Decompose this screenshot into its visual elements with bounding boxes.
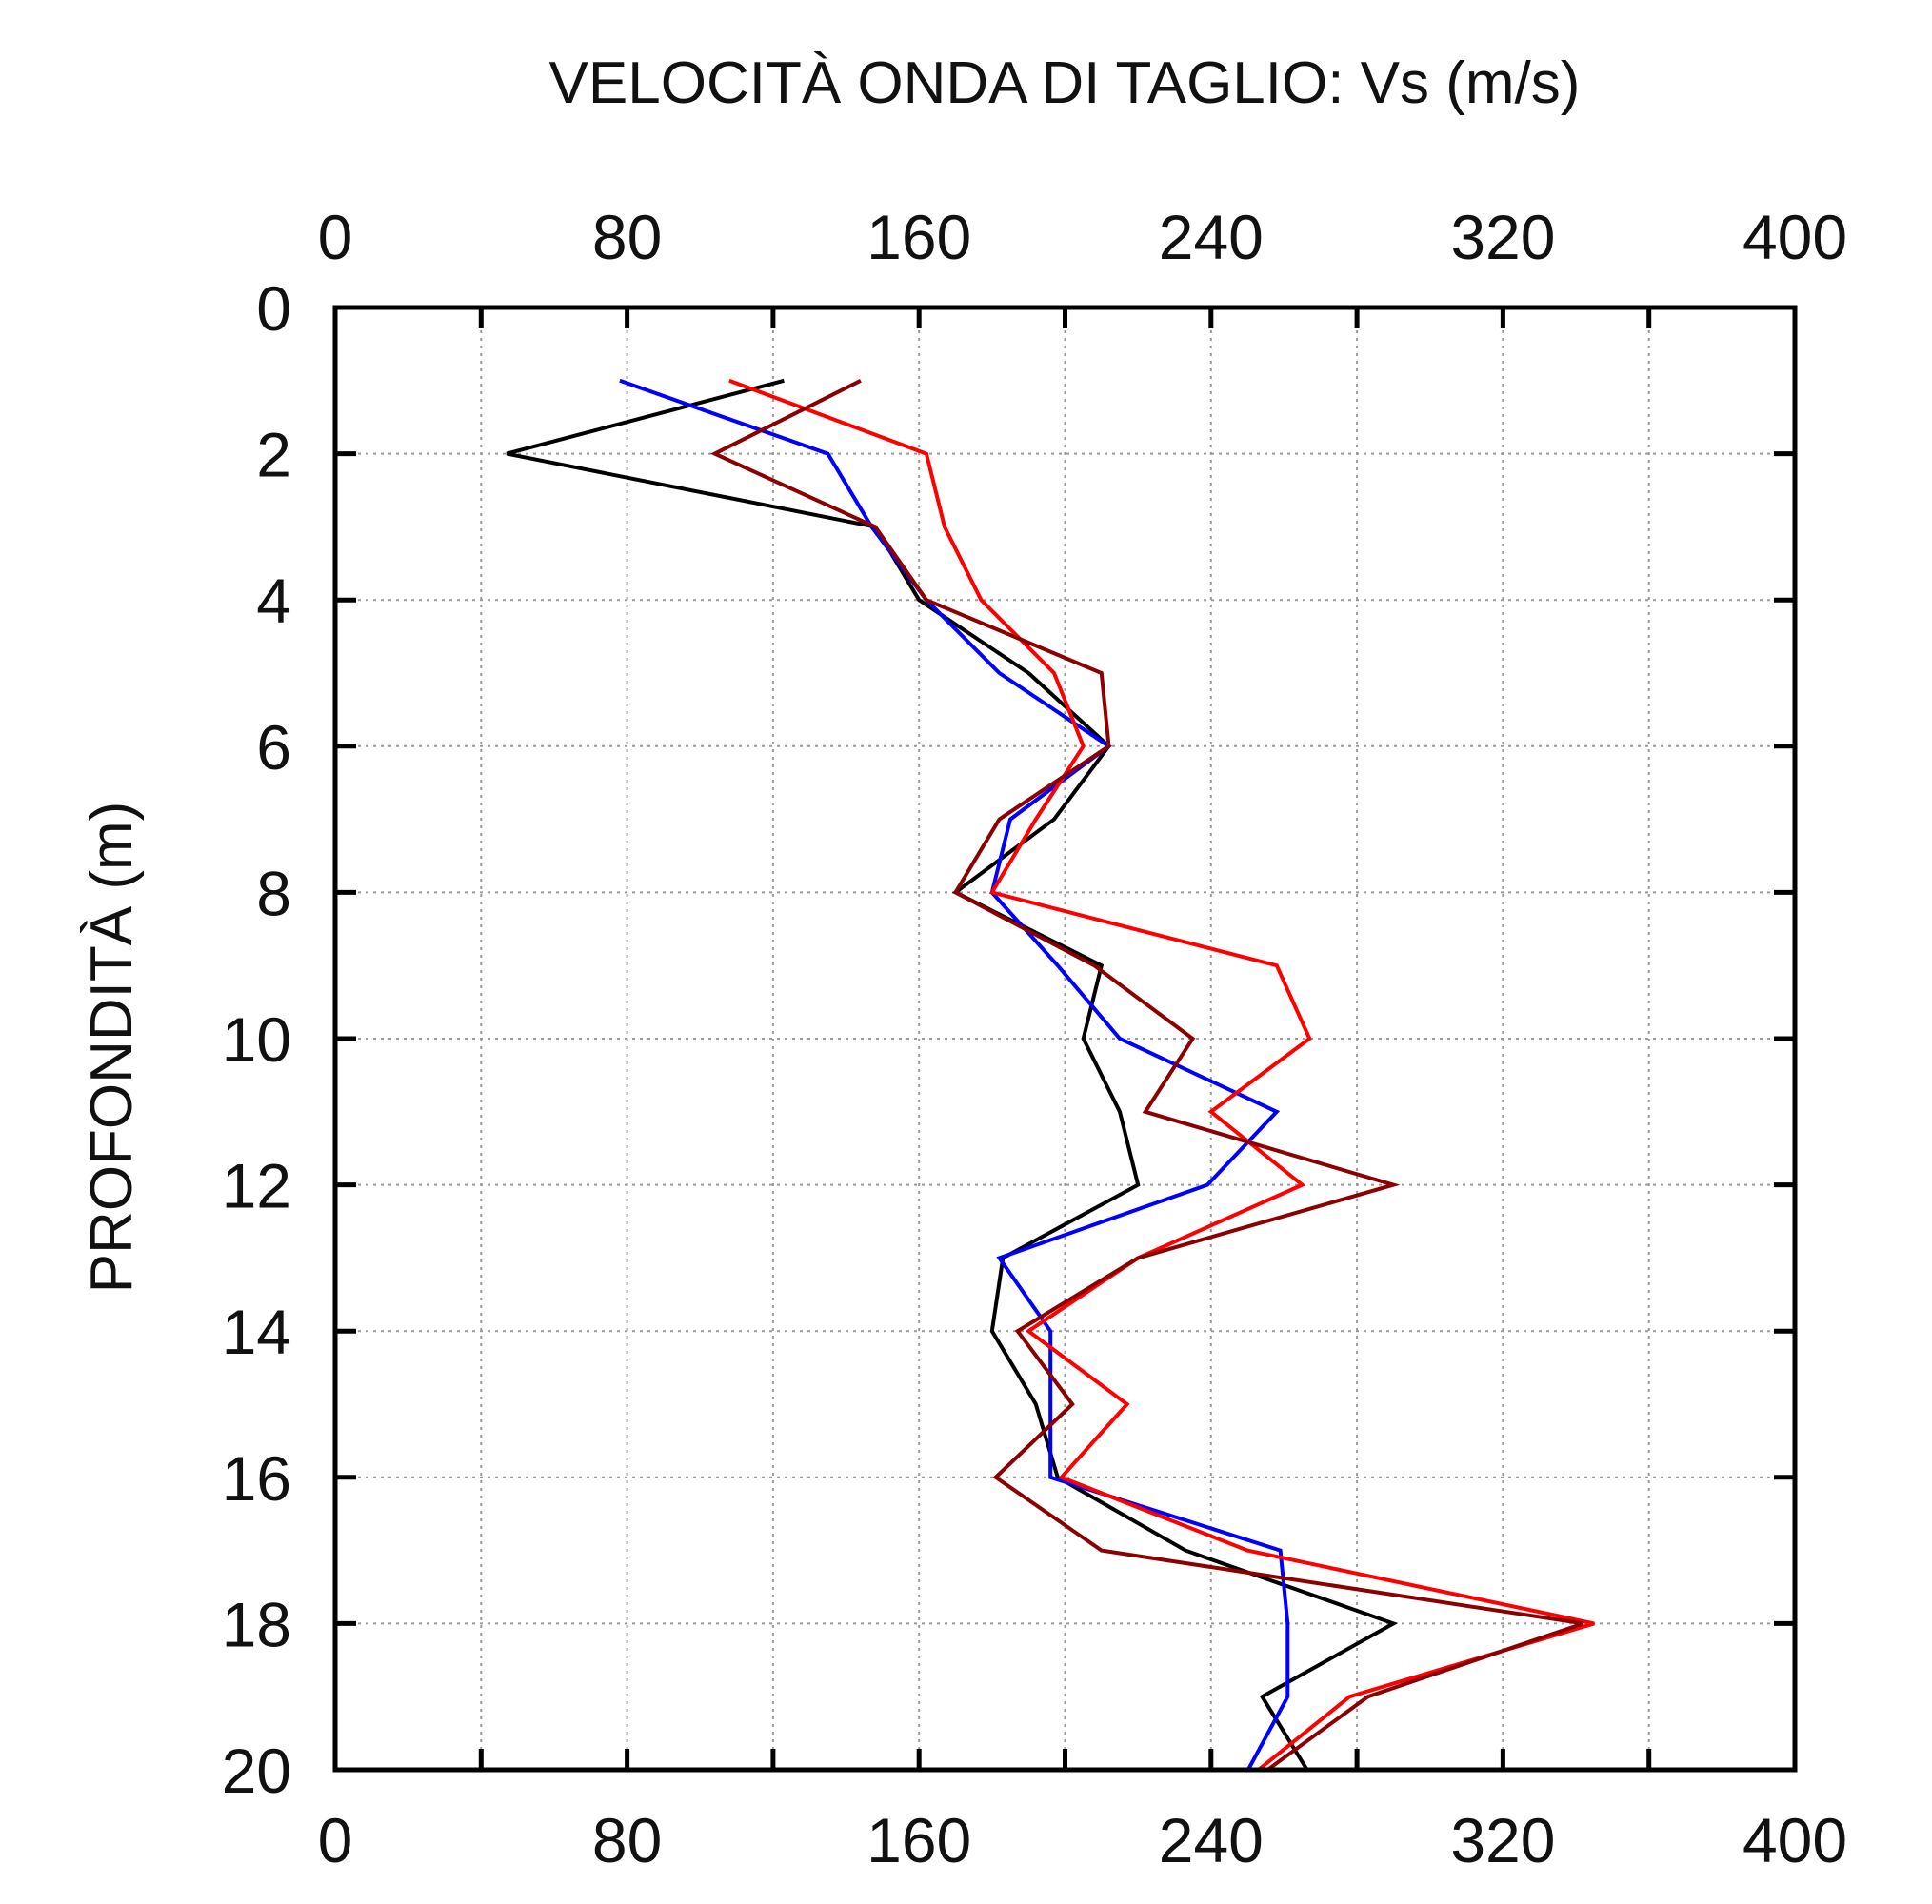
x-tick-label-bottom: 80 <box>592 1805 662 1875</box>
y-tick-label: 10 <box>222 1004 291 1075</box>
x-tick-label-top: 240 <box>1159 202 1264 272</box>
y-tick-label: 8 <box>256 858 291 928</box>
x-tick-label-top: 320 <box>1450 202 1555 272</box>
y-axis-title: PROFONDITÀ (m) <box>79 802 145 1294</box>
x-tick-label-bottom: 240 <box>1159 1805 1264 1875</box>
x-tick-label-top: 400 <box>1743 202 1847 272</box>
y-tick-label: 4 <box>256 565 291 636</box>
y-tick-label: 20 <box>222 1735 291 1806</box>
x-tick-label-bottom: 160 <box>866 1805 971 1875</box>
series-line-2 <box>619 378 1290 1770</box>
y-tick-label: 6 <box>256 712 291 783</box>
y-tick-label: 18 <box>222 1589 291 1659</box>
x-tick-label-top: 0 <box>318 202 353 272</box>
x-tick-label-top: 160 <box>866 202 971 272</box>
y-tick-label: 16 <box>222 1443 291 1514</box>
y-tick-label: 12 <box>222 1151 291 1221</box>
series-line-3 <box>728 378 1595 1770</box>
tick-labels: 0080801601602402403203204004000246810121… <box>222 202 1847 1875</box>
y-tick-label: 2 <box>256 420 291 490</box>
x-tick-label-bottom: 400 <box>1743 1805 1847 1875</box>
chart-title: VELOCITÀ ONDA DI TAGLIO: Vs (m/s) <box>549 50 1581 116</box>
axis-ticks <box>332 305 1798 1773</box>
x-tick-label-bottom: 0 <box>318 1805 353 1875</box>
y-tick-label: 14 <box>222 1297 291 1367</box>
grid <box>335 307 1795 1770</box>
series-lines <box>506 378 1595 1770</box>
y-tick-label: 0 <box>256 273 291 344</box>
series-line-1 <box>506 378 1399 1770</box>
x-tick-label-bottom: 320 <box>1450 1805 1555 1875</box>
plot-frame <box>332 305 1798 1773</box>
series-line-4 <box>709 379 1584 1770</box>
x-tick-label-top: 80 <box>592 202 662 272</box>
